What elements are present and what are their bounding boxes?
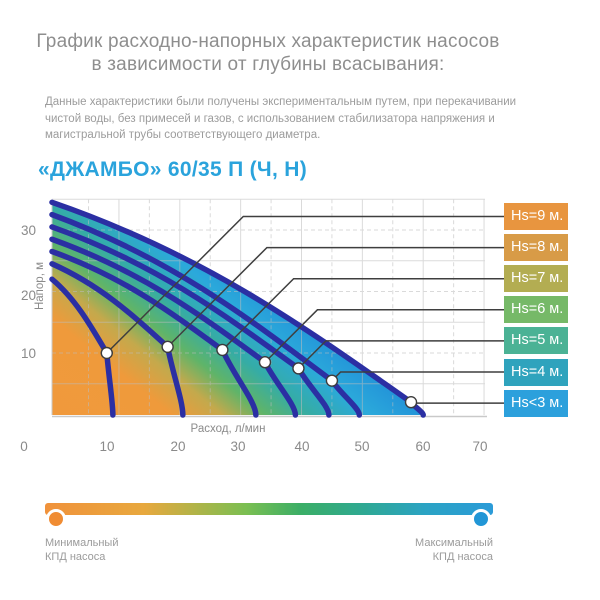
pump-model-title: «ДЖАМБО» 60/35 П (Ч, Н)	[38, 158, 308, 181]
leader-line-4	[297, 340, 504, 369]
pump-curve-1	[49, 261, 186, 418]
x-tick-label: 30	[230, 439, 245, 454]
page-title: График расходно-напорных характеристик н…	[8, 30, 528, 76]
efficiency-gradient-bar	[45, 503, 493, 515]
pump-curve-5	[49, 211, 363, 418]
x-tick-label: 70	[472, 439, 487, 454]
x-tick-label: 10	[99, 439, 114, 454]
pump-curve-3	[49, 236, 299, 418]
max-efficiency-label: Максимальный КПД насоса	[415, 537, 493, 563]
curve-marker-dot-1	[161, 340, 174, 354]
pump-curve-4	[49, 224, 332, 418]
gridlines	[52, 198, 485, 415]
y-axis-title: Напор, м	[34, 262, 46, 310]
leader-line-6	[410, 402, 504, 404]
x-tick-label: 20	[170, 439, 185, 454]
x-tick-label: 50	[354, 439, 369, 454]
leader-line-2	[221, 277, 504, 351]
pump-curve-2	[49, 248, 259, 418]
page-title-line1: График расходно-напорных характеристик н…	[36, 31, 500, 52]
chart-description: Данные характеристики были получены эксп…	[45, 96, 517, 141]
min-efficiency-dot-icon	[46, 509, 66, 529]
leader-line-1	[167, 246, 504, 348]
page-title-line2: в зависимости от глубины всасывания:	[91, 54, 445, 75]
min-efficiency-label: Минимальный КПД насоса	[45, 537, 119, 563]
max-efficiency-dot-icon	[471, 509, 491, 529]
pump-curve-6	[49, 199, 426, 418]
x-tick-label: 40	[294, 439, 309, 454]
x-tick-label: 60	[415, 439, 430, 454]
y-tick-label: 10	[21, 346, 36, 361]
y-tick-label: 30	[21, 223, 36, 238]
x-tick-label: 0	[20, 439, 28, 454]
curve-marker-dot-5	[325, 374, 339, 387]
leader-line-0	[106, 215, 504, 354]
leader-line-3	[264, 309, 504, 363]
x-axis-title: Расход, л/мин	[191, 423, 266, 435]
y-tick-label: 20	[21, 288, 36, 303]
curve-marker-dot-3	[258, 356, 272, 369]
curve-marker-dot-6	[404, 396, 418, 409]
curve-marker-dot-0	[100, 346, 113, 360]
curve-marker-dot-4	[292, 362, 305, 375]
curve-marker-dot-2	[216, 343, 229, 357]
